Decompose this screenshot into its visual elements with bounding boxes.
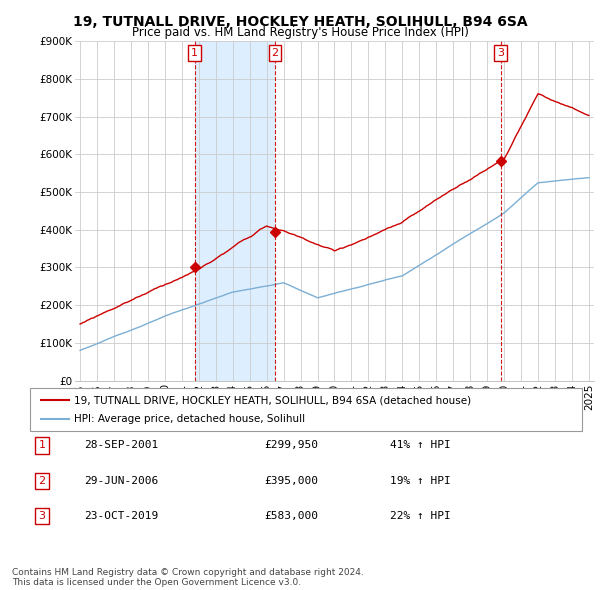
Text: 1: 1 bbox=[38, 441, 46, 450]
Text: This data is licensed under the Open Government Licence v3.0.: This data is licensed under the Open Gov… bbox=[12, 578, 301, 587]
Text: 2: 2 bbox=[38, 476, 46, 486]
Text: 1: 1 bbox=[191, 48, 198, 58]
Text: £395,000: £395,000 bbox=[264, 476, 318, 486]
Text: 2: 2 bbox=[272, 48, 278, 58]
Text: Contains HM Land Registry data © Crown copyright and database right 2024.: Contains HM Land Registry data © Crown c… bbox=[12, 568, 364, 577]
Text: 23-OCT-2019: 23-OCT-2019 bbox=[84, 512, 158, 521]
Text: 3: 3 bbox=[38, 512, 46, 521]
Text: 29-JUN-2006: 29-JUN-2006 bbox=[84, 476, 158, 486]
Text: £583,000: £583,000 bbox=[264, 512, 318, 521]
Text: £299,950: £299,950 bbox=[264, 441, 318, 450]
Text: 41% ↑ HPI: 41% ↑ HPI bbox=[390, 441, 451, 450]
Text: HPI: Average price, detached house, Solihull: HPI: Average price, detached house, Soli… bbox=[74, 414, 305, 424]
Text: 28-SEP-2001: 28-SEP-2001 bbox=[84, 441, 158, 450]
Text: 19% ↑ HPI: 19% ↑ HPI bbox=[390, 476, 451, 486]
Text: 19, TUTNALL DRIVE, HOCKLEY HEATH, SOLIHULL, B94 6SA (detached house): 19, TUTNALL DRIVE, HOCKLEY HEATH, SOLIHU… bbox=[74, 395, 471, 405]
Bar bbox=[194, 41, 275, 381]
FancyBboxPatch shape bbox=[30, 388, 582, 431]
Text: Price paid vs. HM Land Registry's House Price Index (HPI): Price paid vs. HM Land Registry's House … bbox=[131, 26, 469, 39]
Text: 3: 3 bbox=[497, 48, 504, 58]
Text: 19, TUTNALL DRIVE, HOCKLEY HEATH, SOLIHULL, B94 6SA: 19, TUTNALL DRIVE, HOCKLEY HEATH, SOLIHU… bbox=[73, 15, 527, 29]
Text: 22% ↑ HPI: 22% ↑ HPI bbox=[390, 512, 451, 521]
